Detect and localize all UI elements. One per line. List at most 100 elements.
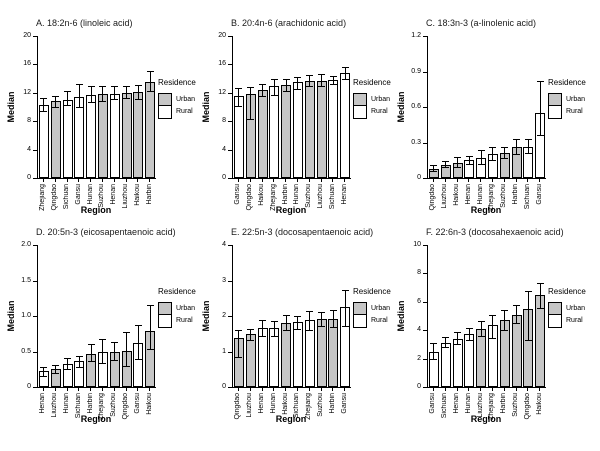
error-bar: [262, 83, 263, 96]
error-bar-cap: [282, 314, 290, 316]
panel-title: F. 22:6n-3 (docosahexaenoic acid): [426, 227, 564, 237]
legend: Residence Urban Rural: [353, 78, 401, 119]
x-tick-label: Hunan: [269, 393, 277, 414]
y-tick-mark: [423, 273, 427, 275]
x-axis-label: Region: [470, 205, 502, 215]
error-bar: [539, 283, 541, 309]
x-tick-label: Haikou: [453, 184, 460, 206]
panel-A: A. 18:2n-6 (linoleic acid) Median 0 4 8 12 16 2…: [0, 14, 205, 238]
x-tick-mark: [480, 388, 482, 391]
y-tick-mark: [423, 358, 427, 360]
error-bar-cap: [64, 357, 71, 359]
error-bar-cap: [259, 95, 266, 97]
x-tick-label: Harbin: [281, 184, 289, 205]
x-tick-mark: [503, 388, 505, 391]
bar-gansu: [233, 95, 244, 178]
error-bar: [445, 161, 447, 168]
error-bar-cap: [87, 102, 95, 104]
bar-zhejiang: [38, 104, 49, 178]
error-bar-cap: [134, 84, 142, 86]
x-tick-mark: [78, 179, 80, 182]
x-tick-mark: [273, 388, 275, 391]
x-tick-mark: [432, 179, 434, 182]
error-bar: [67, 357, 68, 369]
panel-title: B. 20:4n-6 (arachidonic acid): [231, 18, 347, 28]
x-tick-mark: [113, 179, 115, 182]
x-tick-label: Gansu: [74, 184, 82, 205]
error-bar: [297, 316, 299, 330]
y-tick-label: 1.0: [21, 312, 31, 319]
error-bar: [137, 84, 139, 100]
error-bar-cap: [524, 138, 532, 140]
x-tick-mark: [480, 179, 482, 182]
error-bar: [309, 310, 311, 331]
x-tick-mark: [54, 388, 56, 391]
panel-title: E. 22:5n-3 (docosapentaenoic acid): [231, 227, 374, 237]
y-tick-label: 2: [222, 312, 226, 319]
error-bar: [90, 86, 92, 103]
x-tick-mark: [344, 388, 346, 391]
error-bar-cap: [259, 83, 266, 85]
y-tick-mark: [423, 301, 427, 303]
y-tick-mark: [33, 245, 37, 246]
x-tick-label: Henan: [258, 393, 265, 414]
error-bar-cap: [270, 335, 278, 337]
error-bar-cap: [123, 331, 130, 333]
error-bar-cap: [123, 97, 130, 99]
error-bar: [332, 76, 334, 84]
legend-title: Residence: [158, 78, 196, 87]
error-bar-cap: [294, 316, 302, 317]
y-tick-mark: [33, 36, 37, 37]
x-tick-mark: [491, 388, 493, 391]
error-bar: [250, 87, 252, 120]
error-bar-cap: [146, 90, 154, 92]
x-tick-label: Hunan: [476, 184, 484, 205]
legend-title: Residence: [353, 287, 391, 296]
x-tick-mark: [539, 388, 541, 391]
error-bar: [43, 98, 45, 112]
error-bar: [149, 305, 151, 350]
y-tick-label: 4: [222, 145, 226, 153]
bar-liuzhou: [245, 334, 256, 387]
bar-haikou: [257, 89, 268, 178]
legend-item-rural: Rural: [158, 104, 206, 119]
legend-swatch-rural: [158, 313, 172, 328]
y-tick-label: 0: [27, 383, 31, 390]
error-bar-cap: [87, 361, 95, 363]
error-bar: [273, 320, 275, 336]
bar-haikou: [281, 322, 292, 387]
y-tick-label: 0.6: [411, 103, 421, 110]
error-bar-cap: [477, 149, 485, 151]
bar-liuzhou: [121, 92, 132, 178]
bar-sichuan: [328, 80, 339, 178]
legend-title: Residence: [353, 78, 391, 87]
error-bar-cap: [489, 338, 497, 339]
error-bar: [78, 356, 80, 368]
y-tick-label: 1.2: [411, 32, 421, 39]
x-tick-label: Haikou: [535, 393, 543, 415]
error-bar-cap: [524, 153, 532, 155]
error-bar-cap: [134, 358, 142, 360]
x-tick-mark: [320, 388, 322, 391]
x-tick-mark: [78, 388, 80, 391]
x-tick-mark: [66, 179, 68, 182]
y-tick-mark: [423, 178, 427, 179]
y-tick-mark: [228, 92, 232, 94]
error-bar: [262, 320, 263, 336]
x-tick-mark: [149, 388, 151, 391]
y-tick-label: 16: [23, 60, 31, 68]
error-bar-cap: [99, 339, 107, 341]
error-bar-cap: [465, 163, 473, 165]
error-bar: [527, 138, 529, 154]
error-bar: [43, 367, 45, 376]
error-bar-cap: [282, 91, 290, 93]
x-axis-label: Region: [275, 414, 307, 424]
legend-label: Urban: [566, 305, 586, 312]
x-tick-label: Henan: [39, 393, 47, 414]
error-bar-cap: [341, 66, 349, 68]
legend-title: Residence: [158, 287, 196, 296]
y-tick-label: 12: [23, 88, 31, 96]
bar-henan: [257, 328, 268, 387]
x-tick-label: Henan: [453, 393, 460, 414]
x-tick-mark: [503, 179, 505, 182]
